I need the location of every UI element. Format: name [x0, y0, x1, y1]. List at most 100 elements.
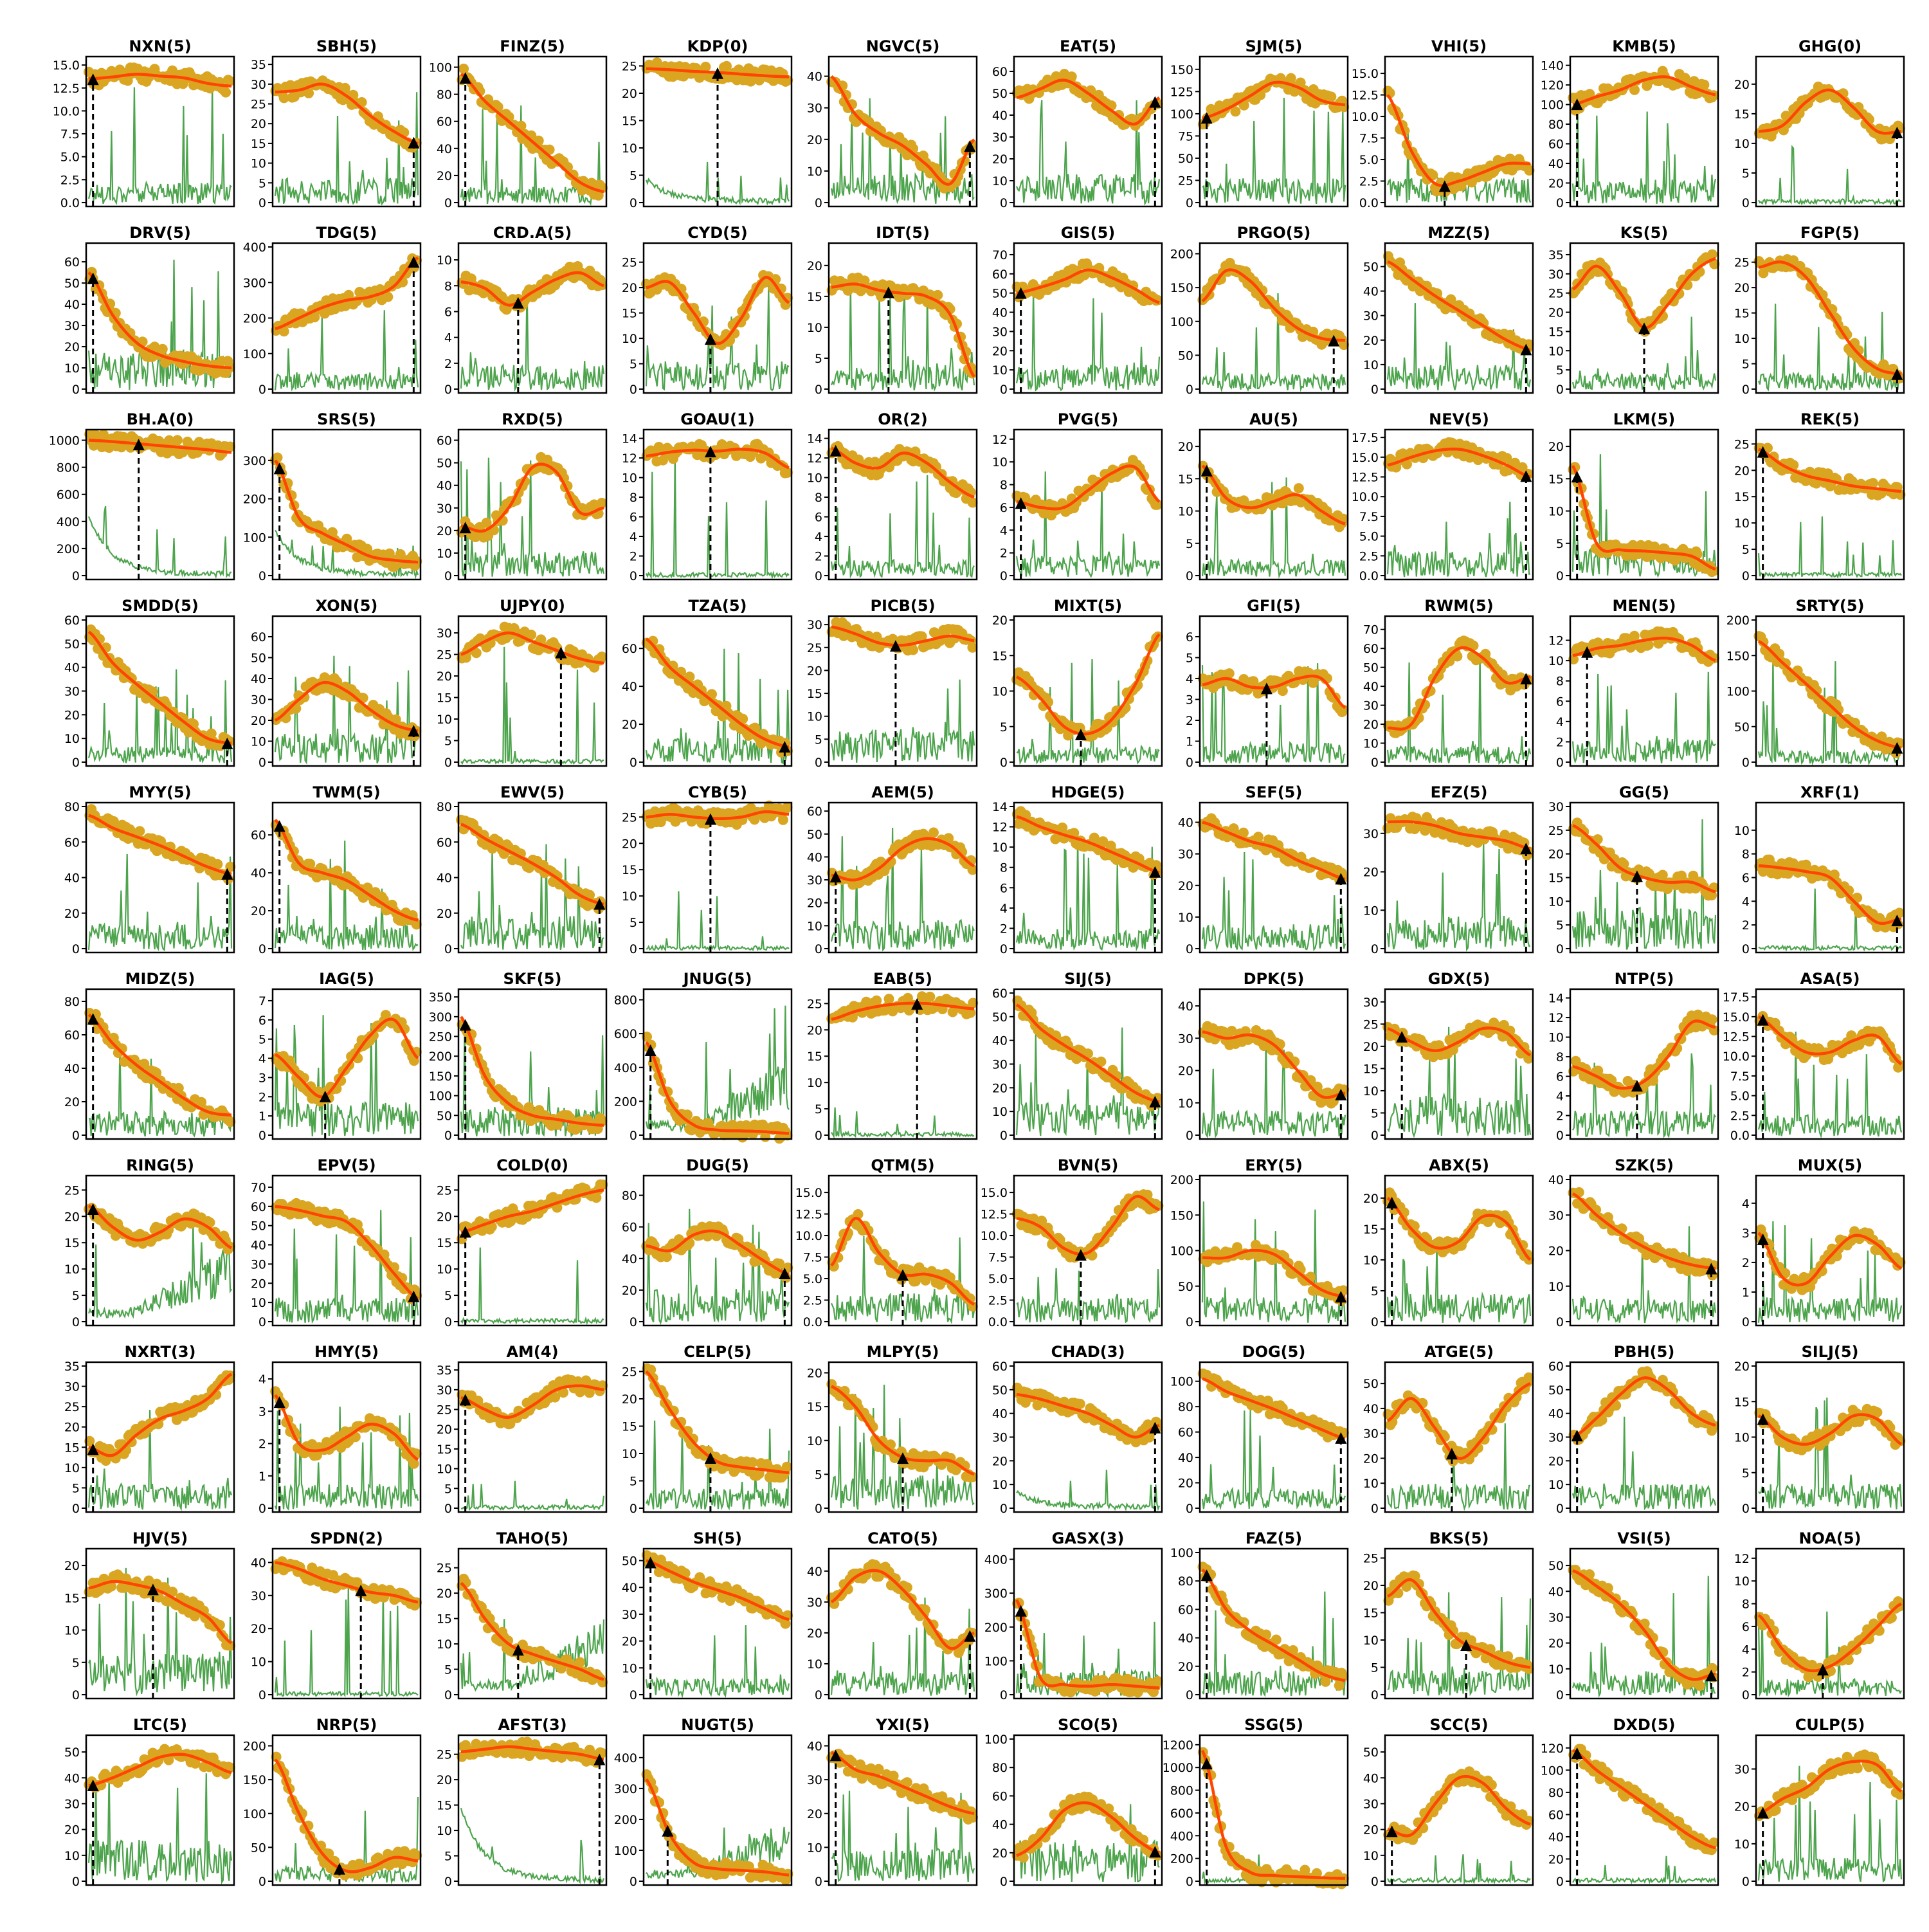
y-tick-label: 10 [1363, 737, 1379, 751]
y-tick-label: 10 [1734, 516, 1750, 531]
subplot-title: SRS(5) [317, 410, 376, 428]
y-tick-label: 0 [629, 1129, 637, 1143]
y-tick-label: 3 [258, 1071, 266, 1085]
y-tick-label: 15 [1734, 307, 1750, 321]
y-tick-label: 35 [1548, 248, 1564, 262]
y-tick-label: 60 [64, 1028, 80, 1043]
y-tick-label: 20 [1178, 440, 1193, 454]
volume-series [1573, 672, 1716, 763]
y-tick-label: 0 [1000, 569, 1008, 583]
y-tick-label: 350 [429, 990, 452, 1005]
y-tick-label: 5 [815, 1102, 822, 1116]
y-tick-label: 25 [1734, 437, 1750, 451]
y-tick-label: 10 [1734, 824, 1750, 838]
y-tick-label: 10 [807, 919, 822, 933]
y-tick-label: 30 [64, 685, 80, 699]
subplot-title: NGVC(5) [866, 37, 940, 55]
volume-series [646, 1006, 789, 1131]
y-tick-label: 10 [437, 253, 452, 268]
y-tick-label: 800 [614, 994, 637, 1008]
subplot-title: CYD(5) [687, 224, 748, 242]
y-tick-label: 60 [64, 835, 80, 850]
y-tick-label: 12.5 [1352, 471, 1379, 485]
subplot-title: MEN(5) [1613, 597, 1676, 615]
subplot-title: VHI(5) [1431, 37, 1487, 55]
y-tick-label: 0 [1186, 196, 1193, 210]
y-tick-label: 10 [1734, 332, 1750, 346]
y-tick-label: 12 [992, 433, 1008, 447]
y-tick-label: 30 [251, 693, 266, 707]
subplot-title: RXD(5) [502, 410, 563, 428]
y-tick-label: 0 [444, 196, 452, 210]
y-tick-label: 40 [64, 871, 80, 886]
y-tick-label: 40 [64, 661, 80, 675]
y-tick-label: 7.5 [60, 127, 80, 141]
y-tick-label: 25 [622, 256, 637, 270]
subplot-title: MIXT(5) [1054, 597, 1122, 615]
subplot: NEV(5)0.02.55.07.510.012.515.017.5 [1352, 410, 1534, 583]
y-tick-label: 15 [992, 649, 1008, 663]
y-tick-label: 60 [437, 835, 452, 850]
y-tick-label: 50 [1178, 152, 1193, 166]
volume-series [89, 86, 231, 204]
y-tick-label: 50 [251, 652, 266, 666]
y-tick-label: 10 [1548, 654, 1564, 668]
y-tick-label: 10 [992, 685, 1008, 699]
y-tick-label: 35 [251, 58, 266, 72]
y-tick-label: 0 [1556, 569, 1564, 583]
y-tick-label: 50 [64, 277, 80, 291]
y-tick-label: 10 [807, 321, 822, 335]
y-tick-label: 8 [444, 279, 452, 293]
y-tick-label: 25 [1734, 256, 1750, 270]
price-point [158, 344, 168, 354]
y-tick-label: 20 [64, 907, 80, 921]
price-point [908, 645, 918, 655]
y-tick-label: 100 [429, 61, 452, 75]
y-tick-label: 20 [622, 718, 637, 732]
y-tick-label: 0 [444, 942, 452, 956]
y-tick-label: 0 [72, 942, 80, 956]
y-tick-label: 70 [1363, 623, 1379, 637]
y-tick-label: 10.0 [1352, 110, 1379, 124]
y-tick-label: 12 [992, 821, 1008, 835]
subplot-title: FGP(5) [1800, 224, 1860, 242]
y-tick-label: 20 [992, 344, 1008, 358]
y-tick-label: 10 [437, 547, 452, 561]
y-tick-label: 80 [64, 800, 80, 814]
y-tick-label: 0 [1186, 942, 1193, 956]
subplot-title: EAB(5) [873, 970, 932, 988]
subplot-title: SKF(5) [503, 970, 562, 988]
subplot-title: REK(5) [1800, 410, 1860, 428]
subplot-title: KDP(0) [687, 37, 748, 55]
y-tick-label: 5.0 [1359, 153, 1379, 167]
y-tick-label: 80 [64, 995, 80, 1009]
y-tick-label: 800 [57, 461, 80, 475]
subplot-title: EAT(5) [1060, 37, 1116, 55]
y-tick-label: 20 [807, 1023, 822, 1037]
y-tick-label: 2.5 [60, 173, 80, 187]
y-tick-label: 10.0 [1352, 490, 1379, 504]
y-tick-label: 10 [1548, 344, 1564, 358]
subplot-title: AEM(5) [871, 783, 934, 801]
volume-series [646, 891, 789, 950]
y-tick-label: 50 [992, 287, 1008, 301]
y-tick-label: 0 [258, 196, 266, 210]
y-tick-label: 0 [815, 196, 822, 210]
y-tick-label: 15 [1548, 325, 1564, 339]
subplot-title: PVG(5) [1058, 410, 1119, 428]
y-tick-label: 30 [1178, 848, 1193, 862]
y-tick-label: 4 [1000, 524, 1008, 538]
subplot-title: JNUG(5) [682, 970, 752, 988]
y-tick-label: 3 [1186, 693, 1193, 707]
y-tick-label: 60 [64, 255, 80, 269]
y-tick-label: 15 [622, 114, 637, 129]
